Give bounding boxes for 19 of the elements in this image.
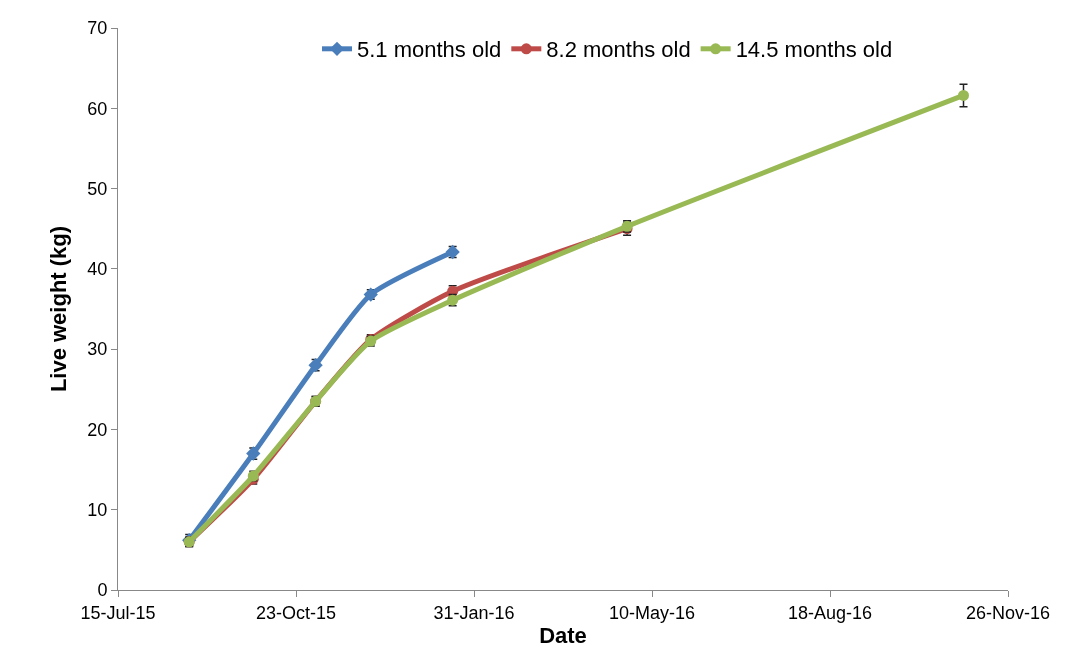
legend-label: 14.5 months old (735, 37, 893, 63)
x-tick-label: 23-Oct-15 (255, 602, 337, 623)
y-axis-title: Live weight (kg) (46, 225, 72, 393)
x-tick-label: 31-Jan-16 (433, 602, 515, 623)
y-tick-label: 0 (97, 580, 108, 601)
legend-label: 5.1 months old (357, 37, 502, 63)
x-axis-title: Date (539, 623, 587, 649)
y-tick-label: 60 (87, 98, 108, 119)
x-tick-label: 10-May-16 (608, 602, 696, 623)
y-tick-label: 30 (87, 339, 108, 360)
x-tick-label: 18-Aug-16 (787, 602, 873, 623)
x-tick-label: 26-Nov-16 (965, 602, 1051, 623)
y-tick-label: 40 (87, 259, 108, 280)
x-tick-label: 15-Jul-15 (80, 602, 156, 623)
legend-label: 8.2 months old (546, 37, 691, 63)
y-tick-label: 10 (87, 500, 108, 521)
y-tick-label: 70 (87, 18, 108, 39)
y-tick-label: 20 (87, 419, 108, 440)
y-tick-label: 50 (87, 178, 108, 199)
